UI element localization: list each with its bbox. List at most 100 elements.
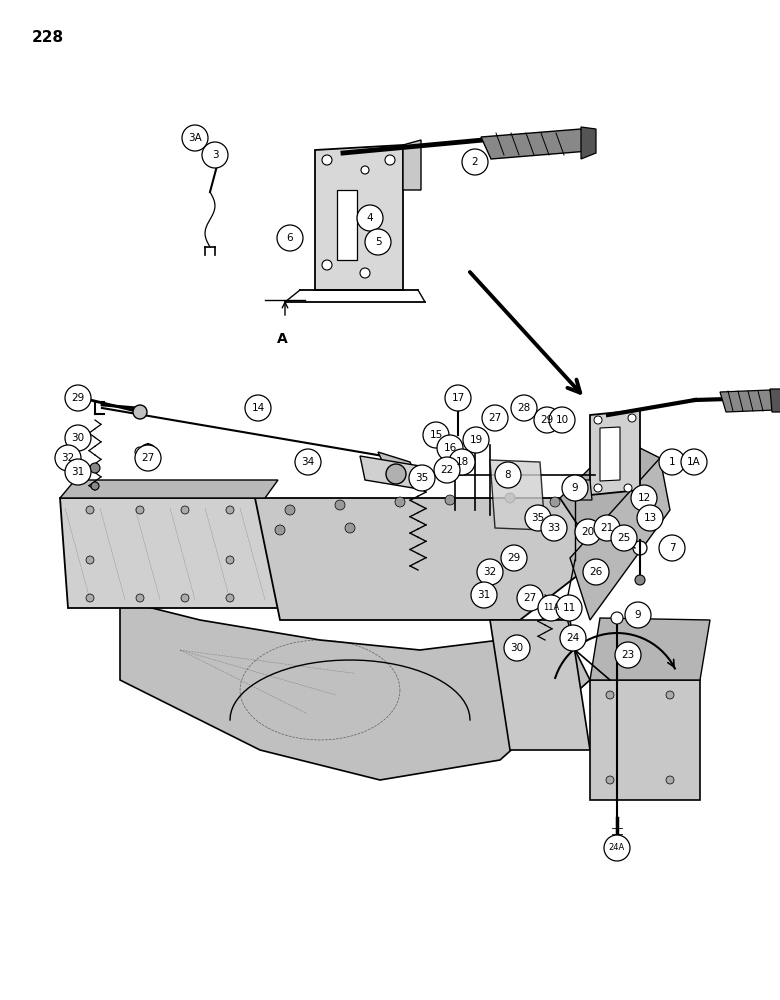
Circle shape: [602, 522, 614, 534]
Text: 7: 7: [668, 543, 675, 553]
Text: 17: 17: [452, 393, 465, 403]
Circle shape: [504, 635, 530, 661]
Polygon shape: [600, 427, 620, 481]
Circle shape: [135, 445, 161, 471]
Text: 9: 9: [635, 610, 641, 620]
Text: 29: 29: [72, 393, 84, 403]
Circle shape: [575, 519, 601, 545]
Polygon shape: [581, 127, 596, 159]
Circle shape: [335, 500, 345, 510]
Circle shape: [628, 414, 636, 422]
Text: 1: 1: [668, 457, 675, 467]
Circle shape: [357, 205, 383, 231]
Text: 27: 27: [523, 593, 537, 603]
Circle shape: [477, 559, 503, 585]
Circle shape: [365, 229, 391, 255]
Circle shape: [617, 532, 633, 548]
Circle shape: [135, 447, 145, 457]
Circle shape: [445, 385, 471, 411]
Polygon shape: [60, 480, 278, 498]
Text: 20: 20: [581, 527, 594, 537]
Text: 31: 31: [72, 467, 84, 477]
Circle shape: [434, 457, 460, 483]
Circle shape: [639, 493, 649, 503]
Circle shape: [445, 495, 455, 505]
Text: 14: 14: [251, 403, 264, 413]
Text: 3A: 3A: [188, 133, 202, 143]
Circle shape: [637, 505, 663, 531]
Text: 29: 29: [541, 415, 554, 425]
Circle shape: [449, 449, 475, 475]
Circle shape: [86, 556, 94, 564]
Circle shape: [55, 445, 81, 471]
Text: 28: 28: [517, 403, 530, 413]
Polygon shape: [568, 480, 592, 500]
Text: 22: 22: [441, 465, 454, 475]
Polygon shape: [120, 600, 590, 780]
Text: 32: 32: [484, 567, 497, 577]
Circle shape: [541, 515, 567, 541]
Circle shape: [624, 484, 632, 492]
Circle shape: [666, 691, 674, 699]
Circle shape: [322, 155, 332, 165]
Circle shape: [275, 525, 285, 535]
Circle shape: [226, 594, 234, 602]
Circle shape: [181, 594, 189, 602]
Text: 24: 24: [566, 633, 580, 643]
Circle shape: [65, 425, 91, 451]
Circle shape: [322, 260, 332, 270]
Text: 19: 19: [470, 435, 483, 445]
Circle shape: [226, 506, 234, 514]
Circle shape: [437, 435, 463, 461]
Polygon shape: [590, 618, 710, 680]
Text: 34: 34: [301, 457, 314, 467]
Text: 23: 23: [622, 650, 635, 660]
Text: 4: 4: [367, 213, 374, 223]
Circle shape: [606, 776, 614, 784]
Text: 228: 228: [32, 30, 64, 45]
Circle shape: [182, 125, 208, 151]
Circle shape: [659, 535, 685, 561]
Circle shape: [86, 506, 94, 514]
Circle shape: [482, 405, 508, 431]
Circle shape: [548, 521, 562, 535]
Circle shape: [295, 449, 321, 475]
Circle shape: [86, 594, 94, 602]
Circle shape: [589, 565, 603, 579]
Circle shape: [501, 545, 527, 571]
Text: 15: 15: [429, 430, 442, 440]
Circle shape: [133, 405, 147, 419]
Circle shape: [471, 582, 497, 608]
Polygon shape: [590, 410, 640, 495]
Circle shape: [181, 506, 189, 514]
Circle shape: [681, 449, 707, 475]
Circle shape: [611, 525, 637, 551]
Circle shape: [136, 506, 144, 514]
Circle shape: [550, 497, 560, 507]
Circle shape: [385, 155, 395, 165]
Circle shape: [463, 427, 489, 453]
Circle shape: [90, 463, 100, 473]
Polygon shape: [360, 456, 425, 490]
Circle shape: [454, 393, 462, 401]
Text: 30: 30: [72, 433, 84, 443]
Circle shape: [594, 416, 602, 424]
Polygon shape: [570, 458, 670, 620]
Circle shape: [140, 444, 156, 460]
Polygon shape: [720, 390, 775, 412]
Text: 29: 29: [507, 553, 520, 563]
Circle shape: [202, 142, 228, 168]
Text: 3: 3: [211, 150, 218, 160]
Circle shape: [635, 575, 645, 585]
Text: 1A: 1A: [687, 457, 701, 467]
Circle shape: [505, 493, 515, 503]
Circle shape: [615, 642, 641, 668]
Circle shape: [75, 389, 89, 403]
Circle shape: [525, 505, 551, 531]
Circle shape: [285, 505, 295, 515]
Text: 27: 27: [141, 453, 154, 463]
Circle shape: [517, 585, 543, 611]
Circle shape: [581, 525, 595, 539]
Circle shape: [245, 395, 271, 421]
Polygon shape: [590, 680, 700, 800]
